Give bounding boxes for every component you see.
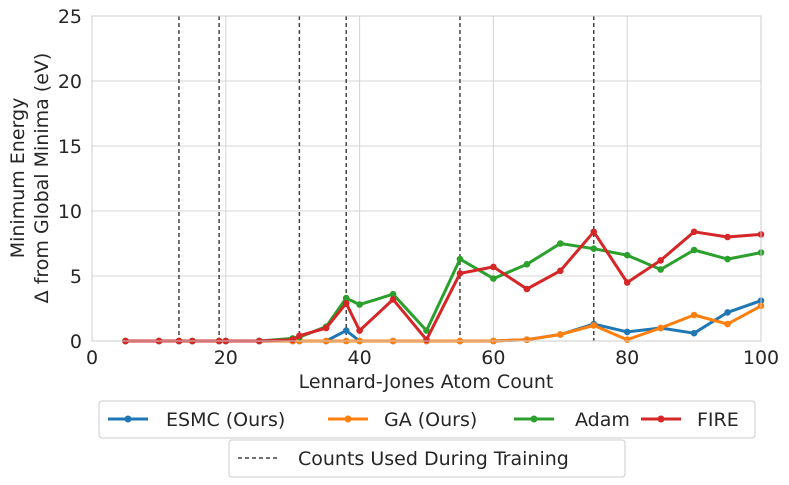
- y-axis-title-line2: Δ from Global Minima (eV): [31, 53, 53, 304]
- data-point-fire: [623, 279, 631, 286]
- legend-label-training: Counts Used During Training: [298, 448, 569, 470]
- legend-entry-fire: FIRE: [641, 409, 739, 431]
- legend-training-box: [228, 439, 626, 478]
- plot-frame: [91, 15, 762, 342]
- data-point-ga-ours: [590, 322, 598, 329]
- y-tick-label: 25: [58, 6, 82, 28]
- y-tick-label: 20: [58, 71, 82, 93]
- legend-training: Counts Used During Training: [228, 439, 626, 478]
- y-tick-labels: 0 5 10 15 20 25: [58, 6, 82, 353]
- legend-marker-fire: [657, 415, 665, 423]
- data-point-fire: [690, 228, 698, 236]
- plot-border: [91, 15, 762, 342]
- legend-entry-esmc: ESMC (Ours): [108, 409, 285, 431]
- data-point-ga-ours: [724, 320, 731, 328]
- y-axis-title-line1: Minimum Energy: [7, 98, 29, 259]
- data-point-adam: [590, 245, 598, 252]
- data-point-ga-ours: [623, 336, 631, 344]
- data-point-ga-ours: [557, 331, 564, 338]
- legend-entry-ga: GA (Ours): [328, 409, 477, 431]
- data-point-fire: [289, 336, 297, 344]
- data-point-fire: [657, 257, 664, 264]
- data-point-adam: [523, 261, 531, 268]
- data-point-adam: [342, 294, 350, 302]
- legend-marker-ga: [344, 415, 352, 423]
- y-tick-label: 0: [70, 331, 82, 353]
- series-line-ga-ours: [125, 304, 762, 343]
- data-point-adam: [456, 255, 464, 263]
- data-point-fire: [523, 285, 531, 293]
- x-tick-label: 60: [481, 347, 505, 369]
- data-point-adam: [356, 301, 363, 308]
- legend-label-esmc: ESMC (Ours): [166, 409, 285, 431]
- data-point-adam: [389, 290, 397, 298]
- x-axis-title: Lennard-Jones Atom Count: [299, 371, 554, 393]
- legend-label-fire: FIRE: [697, 409, 739, 431]
- data-point-fire: [342, 300, 350, 307]
- data-point-esmc-ours: [623, 328, 631, 336]
- legend-label-adam: Adam: [575, 409, 630, 431]
- data-point-adam: [724, 255, 731, 263]
- data-point-adam: [557, 240, 564, 247]
- data-point-ga-ours: [523, 336, 531, 344]
- y-tick-label: 10: [58, 201, 82, 223]
- legend-marker-esmc: [124, 415, 132, 423]
- data-point-fire: [423, 336, 430, 344]
- data-point-fire: [490, 263, 497, 271]
- data-point-adam: [690, 246, 698, 254]
- data-point-fire: [590, 228, 598, 236]
- data-point-fire: [389, 296, 397, 303]
- legend-marker-adam: [530, 415, 538, 423]
- data-point-fire: [456, 270, 464, 277]
- x-tick-label: 0: [86, 347, 98, 369]
- legend-entry-adam: Adam: [514, 409, 630, 431]
- legend-series: ESMC (Ours) GA (Ours) Adam FIRE: [98, 400, 756, 439]
- data-point-fire: [296, 332, 303, 340]
- data-point-adam: [657, 266, 664, 273]
- data-point-esmc-ours: [724, 309, 731, 316]
- legend-label-ga: GA (Ours): [384, 409, 477, 431]
- data-point-fire: [322, 324, 330, 332]
- data-point-adam: [490, 275, 497, 282]
- data-point-fire: [724, 233, 731, 241]
- x-tick-label: 20: [214, 347, 238, 369]
- grid: [91, 15, 762, 342]
- data-point-fire: [557, 267, 564, 275]
- data-point-adam: [623, 251, 631, 259]
- data-point-ga-ours: [690, 311, 698, 319]
- training-count-lines: [178, 16, 595, 341]
- data-point-esmc-ours: [342, 327, 350, 334]
- x-tick-labels: 0 20 40 60 80 100: [86, 347, 779, 369]
- data-point-esmc-ours: [690, 329, 698, 337]
- x-tick-label: 100: [743, 347, 779, 369]
- data-point-adam: [423, 327, 430, 334]
- y-tick-label: 5: [70, 266, 82, 288]
- x-tick-label: 40: [348, 347, 372, 369]
- y-tick-label: 15: [58, 136, 82, 158]
- x-tick-label: 80: [615, 347, 639, 369]
- legend-series-box: [98, 400, 756, 439]
- data-point-fire: [356, 327, 363, 334]
- data-point-ga-ours: [657, 324, 664, 332]
